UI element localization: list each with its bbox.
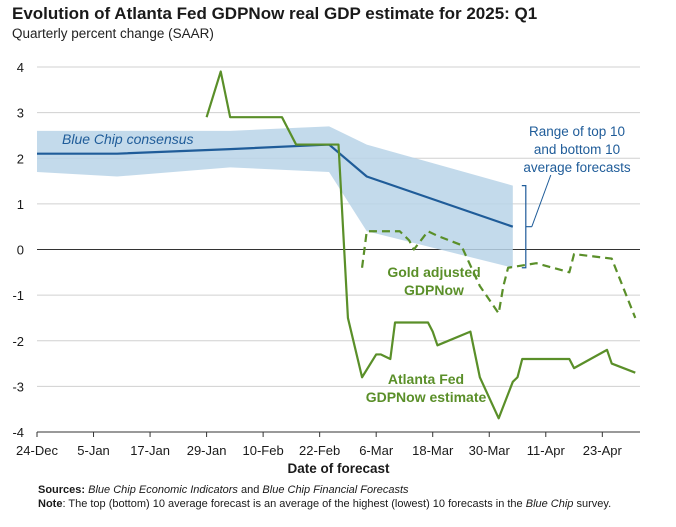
gold-adjusted-label: Gold adjusted — [387, 264, 480, 280]
x-tick-label: 22-Feb — [299, 443, 340, 458]
gdpnow-label: Atlanta Fed — [388, 371, 464, 387]
note-text: : The top (bottom) 10 average forecast i… — [62, 497, 523, 510]
gdpnow-label: GDPNow estimate — [366, 389, 487, 405]
sources-label: Sources: — [38, 484, 86, 496]
x-tick-label: 6-Mar — [359, 443, 394, 458]
range-leader-line — [531, 174, 552, 227]
gdpnow-estimate-line — [205, 70, 636, 420]
range-bracket — [521, 185, 532, 269]
y-tick-label: -1 — [12, 288, 24, 303]
range-band — [37, 126, 513, 268]
sources-line: Sources: Blue Chip Economic Indicators a… — [38, 484, 638, 498]
y-tick-label: 4 — [17, 60, 24, 75]
note-end: survey. — [576, 497, 612, 510]
y-tick-label: -3 — [12, 379, 24, 394]
x-tick-label: 24-Dec — [16, 443, 58, 458]
y-tick-label: 3 — [17, 106, 24, 121]
y-tick-label: -4 — [12, 425, 24, 440]
x-tick-label: 10-Feb — [243, 443, 284, 458]
blue-chip-consensus-line — [37, 143, 514, 228]
blue-chip-label: Blue Chip consensus — [62, 131, 194, 147]
x-axis-title: Date of forecast — [287, 461, 390, 476]
x-tick-label: 17-Jan — [130, 443, 170, 458]
gold-adjusted-gdpnow-line — [360, 230, 637, 319]
gold-adjusted-label: GDPNow — [404, 282, 464, 298]
y-tick-label: 1 — [17, 197, 24, 212]
note-label: Note — [38, 497, 63, 510]
x-tick-label: 5-Jan — [77, 443, 110, 458]
chart-subtitle: Quarterly percent change (SAAR) — [12, 26, 214, 41]
note-italic: Blue Chip — [525, 497, 574, 510]
footnote: Sources: Blue Chip Economic Indicators a… — [38, 484, 638, 511]
note-line: Note: The top (bottom) 10 average foreca… — [38, 498, 638, 512]
range-label: average forecasts — [523, 160, 631, 175]
y-tick-label: -2 — [12, 334, 24, 349]
x-tick-label: 23-Apr — [583, 443, 623, 458]
sources-italic-2: Blue Chip Financial Forecasts — [262, 484, 409, 496]
x-tick-label: 18-Mar — [412, 443, 454, 458]
y-tick-label: 0 — [17, 243, 24, 258]
range-label: Range of top 10 — [529, 124, 625, 139]
range-label: and bottom 10 — [534, 142, 620, 157]
x-tick-label: 30-Mar — [469, 443, 511, 458]
gdpnow-line-chart: 4 3 2 1 0 -1 -2 -3 -4 24-Dec 5-Jan 17-Jan 29-Jan 10-F… — [12, 60, 640, 476]
y-tick-label: 2 — [17, 151, 24, 166]
sources-mid: and — [241, 484, 260, 496]
x-tick-label: 11-Apr — [527, 443, 566, 458]
sources-italic-1: Blue Chip Economic Indicators — [88, 484, 238, 496]
x-tick-label: 29-Jan — [187, 443, 227, 458]
chart-title: Evolution of Atlanta Fed GDPNow real GDP… — [12, 4, 538, 23]
